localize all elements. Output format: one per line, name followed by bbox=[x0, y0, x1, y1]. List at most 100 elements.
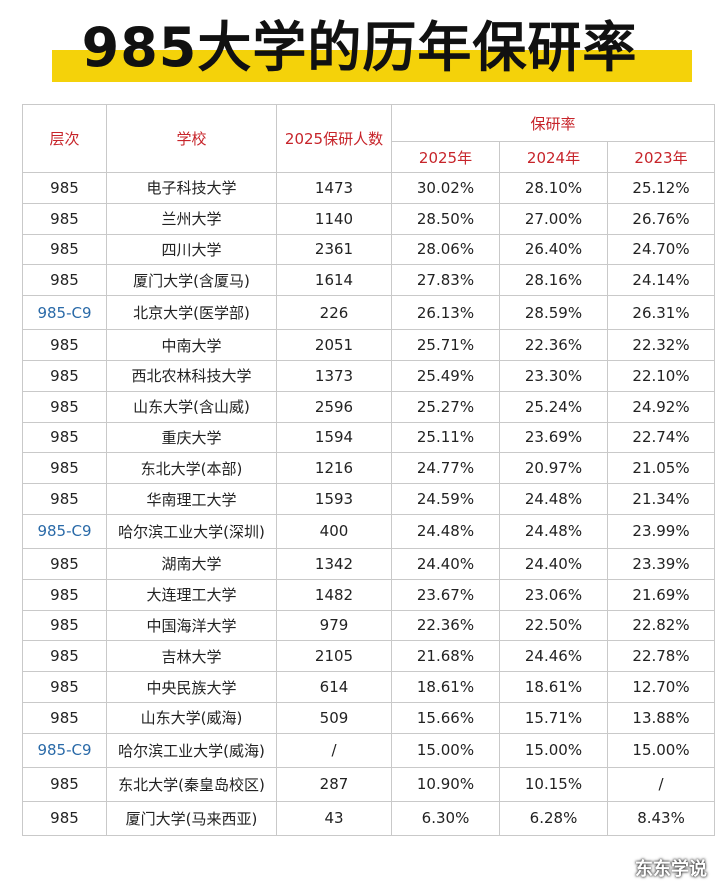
cell-level: 985 bbox=[22, 640, 107, 673]
cell-count: 2596 bbox=[276, 390, 392, 423]
cell-rate-2025: 15.00% bbox=[391, 732, 500, 768]
cell-rate-2023: 21.69% bbox=[606, 578, 716, 611]
cell-count: 1216 bbox=[276, 452, 392, 485]
cell-rate-2025: 24.77% bbox=[391, 452, 500, 485]
cell-rate-2025: 25.11% bbox=[391, 421, 500, 454]
cell-count: 2361 bbox=[276, 233, 392, 266]
header-rate-group: 保研率 bbox=[390, 104, 716, 142]
cell-rate-2024: 28.10% bbox=[499, 172, 608, 204]
cell-rate-2023: 22.74% bbox=[606, 421, 716, 454]
cell-count: 400 bbox=[276, 513, 392, 549]
cell-level: 985 bbox=[22, 202, 107, 235]
cell-rate-2023: 25.12% bbox=[606, 172, 716, 204]
cell-school: 中南大学 bbox=[106, 329, 277, 361]
cell-level: 985 bbox=[22, 390, 107, 423]
cell-level: 985 bbox=[22, 671, 107, 703]
table-row: 985 东北大学(本部) 1216 24.77% 20.97% 21.05% bbox=[22, 452, 716, 485]
cell-rate-2023: 12.70% bbox=[606, 671, 716, 703]
header-count: 2025保研人数 bbox=[276, 104, 392, 173]
cell-rate-2025: 24.59% bbox=[391, 483, 500, 515]
cell-rate-2023: 13.88% bbox=[606, 701, 716, 734]
cell-school: 四川大学 bbox=[106, 233, 277, 266]
cell-rate-2023: 21.34% bbox=[606, 483, 716, 515]
cell-rate-2023: 26.31% bbox=[606, 295, 716, 331]
cell-rate-2024: 23.06% bbox=[499, 578, 608, 611]
table-row: 985 华南理工大学 1593 24.59% 24.48% 21.34% bbox=[22, 483, 716, 515]
cell-level: 985-C9 bbox=[22, 732, 107, 768]
header-year-2025: 2025年 bbox=[391, 141, 500, 173]
cell-rate-2023: 23.39% bbox=[606, 547, 716, 580]
cell-rate-2025: 23.67% bbox=[391, 578, 500, 611]
rate-table: 层次 学校 2025保研人数 保研率 2025年 2024年 2023年 985… bbox=[22, 104, 716, 836]
cell-rate-2025: 15.66% bbox=[391, 701, 500, 734]
cell-rate-2024: 18.61% bbox=[499, 671, 608, 703]
cell-school: 吉林大学 bbox=[106, 640, 277, 673]
cell-count: 287 bbox=[276, 766, 392, 802]
cell-count: 979 bbox=[276, 609, 392, 642]
cell-rate-2023: 24.14% bbox=[606, 264, 716, 297]
cell-school: 中国海洋大学 bbox=[106, 609, 277, 642]
cell-school: 华南理工大学 bbox=[106, 483, 277, 515]
cell-count: 2051 bbox=[276, 329, 392, 361]
cell-rate-2024: 24.46% bbox=[499, 640, 608, 673]
cell-level: 985 bbox=[22, 329, 107, 361]
table-row: 985 厦门大学(马来西亚) 43 6.30% 6.28% 8.43% bbox=[22, 800, 716, 836]
cell-rate-2024: 26.40% bbox=[499, 233, 608, 266]
cell-rate-2025: 24.48% bbox=[391, 513, 500, 549]
cell-count: 43 bbox=[276, 800, 392, 836]
cell-rate-2023: 24.92% bbox=[606, 390, 716, 423]
cell-rate-2025: 25.71% bbox=[391, 329, 500, 361]
cell-level: 985 bbox=[22, 766, 107, 802]
table-row: 985 山东大学(威海) 509 15.66% 15.71% 13.88% bbox=[22, 701, 716, 734]
cell-level: 985 bbox=[22, 483, 107, 515]
cell-count: 1140 bbox=[276, 202, 392, 235]
table-row: 985-C9 哈尔滨工业大学(深圳) 400 24.48% 24.48% 23.99% bbox=[22, 513, 716, 549]
cell-rate-2025: 28.06% bbox=[391, 233, 500, 266]
cell-rate-2024: 27.00% bbox=[499, 202, 608, 235]
cell-level: 985 bbox=[22, 701, 107, 734]
table-row: 985 重庆大学 1594 25.11% 23.69% 22.74% bbox=[22, 421, 716, 454]
table-row: 985-C9 北京大学(医学部) 226 26.13% 28.59% 26.31% bbox=[22, 295, 716, 331]
page-title: 985大学的历年保研率 bbox=[81, 16, 638, 79]
cell-level: 985 bbox=[22, 609, 107, 642]
cell-level: 985 bbox=[22, 264, 107, 297]
cell-rate-2025: 27.83% bbox=[391, 264, 500, 297]
cell-school: 厦门大学(含厦马) bbox=[106, 264, 277, 297]
watermark: 东东学说 bbox=[635, 859, 707, 880]
cell-school: 湖南大学 bbox=[106, 547, 277, 580]
table-row: 985 四川大学 2361 28.06% 26.40% 24.70% bbox=[22, 233, 716, 266]
cell-school: 山东大学(威海) bbox=[106, 701, 277, 734]
table-row: 985 西北农林科技大学 1373 25.49% 23.30% 22.10% bbox=[22, 359, 716, 392]
table-row: 985-C9 哈尔滨工业大学(威海)/15.00% 15.00% 15.00% bbox=[22, 732, 716, 768]
table-row: 985 兰州大学 1140 28.50% 27.00% 26.76% bbox=[22, 202, 716, 235]
cell-rate-2024: 24.48% bbox=[499, 483, 608, 515]
table-row: 985 大连理工大学 1482 23.67% 23.06% 21.69% bbox=[22, 578, 716, 611]
cell-level: 985 bbox=[22, 172, 107, 204]
cell-rate-2025: 18.61% bbox=[391, 671, 500, 703]
cell-count: 1342 bbox=[276, 547, 392, 580]
table-row: 985 电子科技大学 1473 30.02% 28.10% 25.12% bbox=[22, 172, 716, 204]
cell-rate-2023: 23.99% bbox=[606, 513, 716, 549]
cell-rate-2025: 10.90% bbox=[391, 766, 500, 802]
cell-rate-2023: 15.00% bbox=[606, 732, 716, 768]
table-row: 985 中央民族大学 614 18.61% 18.61% 12.70% bbox=[22, 671, 716, 703]
cell-school: 哈尔滨工业大学(威海) bbox=[106, 732, 277, 768]
cell-count: 1473 bbox=[276, 172, 392, 204]
cell-level: 985 bbox=[22, 233, 107, 266]
cell-level: 985 bbox=[22, 359, 107, 392]
cell-count: 1482 bbox=[276, 578, 392, 611]
cell-school: 东北大学(本部) bbox=[106, 452, 277, 485]
table-row: 985 湖南大学 1342 24.40% 24.40% 23.39% bbox=[22, 547, 716, 580]
cell-level: 985 bbox=[22, 547, 107, 580]
cell-rate-2023: 22.32% bbox=[606, 329, 716, 361]
cell-count: 226 bbox=[276, 295, 392, 331]
cell-school: 东北大学(秦皇岛校区) bbox=[106, 766, 277, 802]
cell-rate-2024: 10.15% bbox=[499, 766, 608, 802]
cell-rate-2024: 23.30% bbox=[499, 359, 608, 392]
cell-rate-2024: 15.00% bbox=[499, 732, 608, 768]
cell-level: 985 bbox=[22, 452, 107, 485]
cell-school: 中央民族大学 bbox=[106, 671, 277, 703]
cell-school: 北京大学(医学部) bbox=[106, 295, 277, 331]
cell-level: 985-C9 bbox=[22, 513, 107, 549]
table-row: 985 东北大学(秦皇岛校区) 287 10.90% 10.15% / bbox=[22, 766, 716, 802]
